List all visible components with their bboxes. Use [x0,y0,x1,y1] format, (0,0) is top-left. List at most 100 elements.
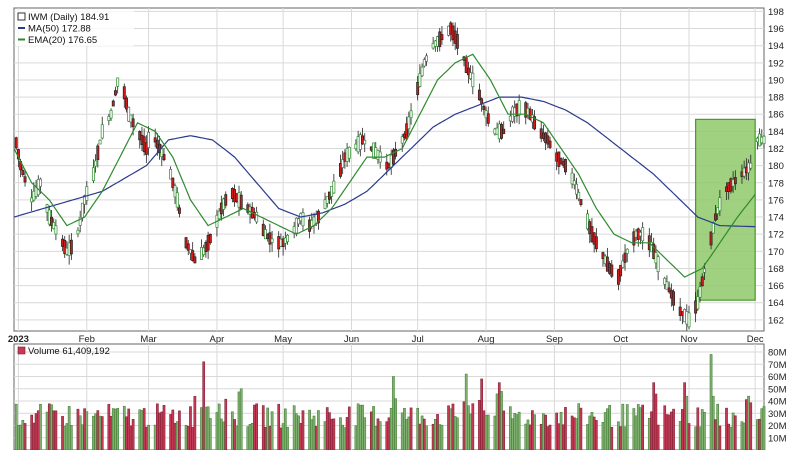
volume-bar [533,414,536,450]
volume-legend-label: Volume 61,409,192 [28,346,110,357]
volume-bar [601,422,605,450]
volume-bar [524,423,528,450]
volume-y-tick: 60M [768,372,787,383]
volume-bar [184,424,188,450]
candle [224,194,228,206]
price-y-tick: 174 [768,213,784,224]
price-x-tick: 2023 [8,334,29,345]
volume-bar [314,426,318,450]
volume-bar [206,406,210,450]
volume-bar [440,424,444,450]
volume-bar [625,404,629,450]
volume-bar [220,418,223,450]
volume-bar [122,405,126,450]
volume-bar [222,421,225,450]
volume-bar [729,426,733,450]
volume-bar [171,409,175,450]
volume-bar [310,419,314,450]
volume-bar [731,412,735,450]
volume-y-tick: 10M [768,433,787,444]
volume-bar [389,408,393,450]
volume-bar [162,405,166,450]
volume-bar [709,354,713,450]
price-x-tick: Dec [747,334,764,345]
volume-bar [650,411,653,450]
volume-bar [577,403,581,450]
candle [162,154,166,161]
volume-bar [762,406,766,450]
volume-bar [641,404,645,450]
candle [687,312,691,328]
candle [323,199,327,209]
volume-bar [542,413,545,450]
volume-bar [694,426,697,450]
volume-bar [548,424,552,450]
volume-bar [107,403,111,450]
volume-bar [678,421,682,450]
volume-bar [54,410,58,450]
volume-bar [239,388,243,450]
volume-bar [374,426,378,450]
volume-bar [511,418,514,450]
candle [144,142,148,155]
volume-bar [495,393,499,450]
volume-bar [513,413,517,450]
volume-bar [14,403,18,450]
volume-bar [403,407,406,450]
volume-bar [742,422,746,450]
candle [122,86,126,100]
price-x-tick: Jul [412,334,424,345]
candle [409,110,413,119]
volume-bar [142,408,146,450]
volume-bar [570,415,574,450]
candle [482,105,486,110]
price-y-tick: 166 [768,281,784,292]
candle [294,217,298,234]
volume-bar [19,424,22,450]
volume-y-tick: 20M [768,421,787,432]
volume-bar [714,419,717,450]
volume-bar [125,416,128,450]
volume-bar [484,414,488,450]
candles [14,21,766,331]
volume-legend-swatch [17,346,26,355]
volume-bar [325,407,329,450]
legend-label: EMA(20) 176.65 [28,35,97,46]
candle [116,77,120,87]
volume-bar [478,400,481,450]
candle [586,213,589,230]
candle [54,225,58,235]
candle [407,116,411,130]
candle [466,67,470,76]
volume-bar [718,425,722,450]
candle [418,73,422,87]
volume-bar [482,410,486,450]
volume-bar [698,426,702,450]
volume-bar [158,412,161,450]
candle [656,256,660,273]
volume-bar [687,423,691,450]
candle [69,239,73,255]
volume-bar [140,410,144,450]
candle [193,256,197,264]
volume-bar [317,410,320,450]
volume-bar [409,407,413,450]
ma50-line [13,96,756,228]
volume-bar [253,404,256,450]
volume-bar [431,423,435,450]
volume-bar [376,418,380,450]
volume-bar [50,404,53,450]
legend-backdrop [16,10,134,46]
volume-bar [749,402,753,450]
volume-bar [312,415,316,450]
candle [579,199,583,205]
volume-bar [145,426,148,450]
candle [570,172,574,185]
volume-bar [420,415,424,450]
candle [169,168,173,180]
candle [471,72,475,88]
volume-bar [385,421,389,450]
price-y-tick: 178 [768,178,784,189]
candle [594,236,598,250]
